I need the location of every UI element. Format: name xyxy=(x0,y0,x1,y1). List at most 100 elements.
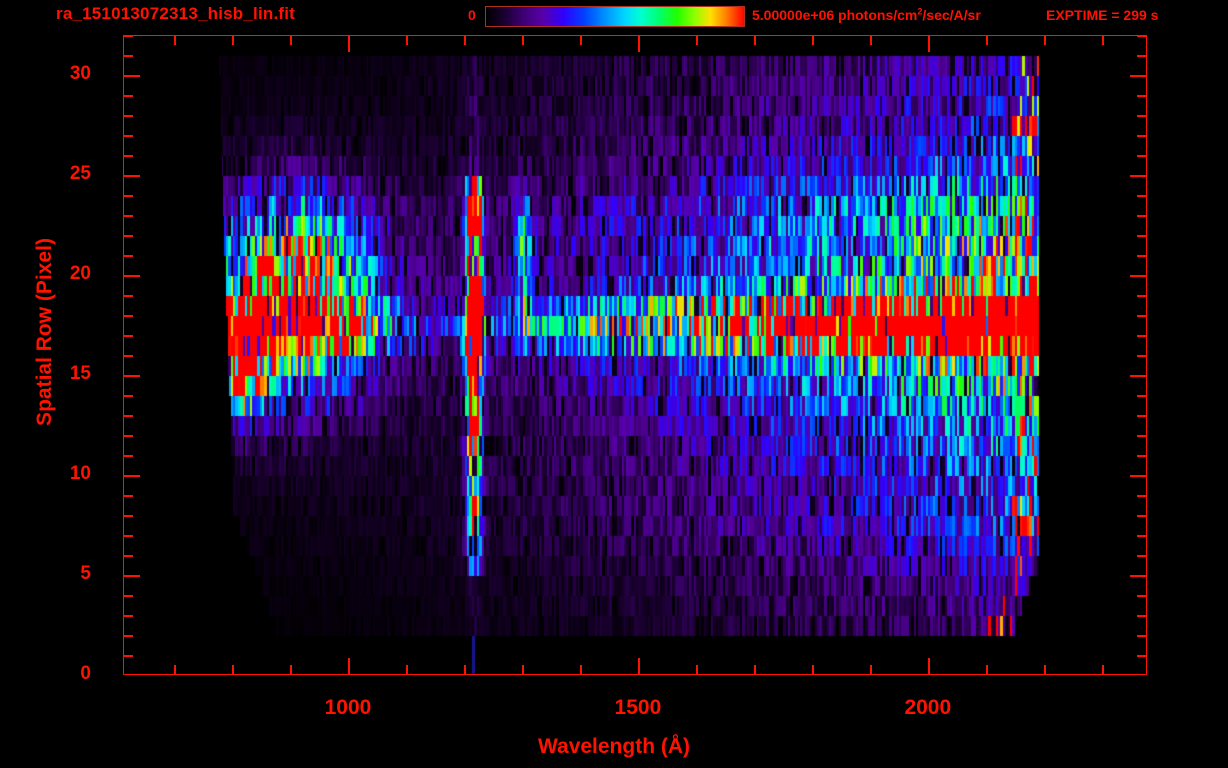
y-axis-tick xyxy=(124,595,133,597)
x-axis-tick xyxy=(174,36,177,45)
y-axis-tick xyxy=(124,575,140,577)
y-axis-tick xyxy=(1130,175,1146,177)
y-axis-tick xyxy=(124,235,133,237)
y-axis-tick xyxy=(1137,495,1146,497)
x-axis-tick xyxy=(695,36,698,45)
colorbar-max-label: 5.00000e+06 photons/cm2/sec/A/sr xyxy=(752,7,981,23)
file-title: ra_151013072313_hisb_lin.fit xyxy=(56,4,296,23)
y-axis-tick xyxy=(1137,295,1146,297)
plot-frame xyxy=(123,35,1147,675)
x-axis-tick xyxy=(811,36,814,45)
y-axis-tick xyxy=(1137,635,1146,637)
y-axis-tick xyxy=(124,515,133,517)
x-axis-tick xyxy=(232,665,234,674)
y-axis-tick xyxy=(1137,55,1146,57)
y-axis-tick xyxy=(124,275,140,277)
x-axis-tick xyxy=(232,36,234,45)
x-axis-title: Wavelength (Å) xyxy=(537,735,691,758)
y-axis-tick xyxy=(124,36,133,37)
x-axis-tick xyxy=(869,36,872,45)
x-axis-tick-label: 2000 xyxy=(904,696,952,719)
x-axis-tick xyxy=(927,36,930,52)
x-axis-tick xyxy=(463,665,466,674)
x-axis-tick xyxy=(347,658,350,674)
x-axis-tick xyxy=(289,665,292,674)
x-axis-tick xyxy=(521,665,524,674)
y-axis-tick xyxy=(124,635,133,637)
y-axis-tick xyxy=(124,195,133,197)
x-axis-tick xyxy=(174,665,177,674)
y-axis-tick xyxy=(124,495,133,497)
y-axis-tick xyxy=(124,615,133,617)
y-axis-tick xyxy=(1137,595,1146,597)
y-axis-tick-label: 25 xyxy=(69,163,91,184)
y-axis-tick xyxy=(124,655,133,657)
y-axis-tick xyxy=(1137,315,1146,317)
y-axis-tick xyxy=(1137,115,1146,117)
x-axis-tick xyxy=(985,665,988,674)
x-axis-tick xyxy=(521,36,524,45)
x-axis-tick xyxy=(289,36,292,45)
y-axis-tick xyxy=(124,215,133,217)
y-axis-tick xyxy=(1130,75,1146,77)
y-axis-tick xyxy=(124,55,133,57)
x-axis-tick xyxy=(1101,665,1104,674)
y-axis-tick-label: 0 xyxy=(80,663,91,684)
y-axis-tick xyxy=(1137,615,1146,617)
y-axis-tick xyxy=(1137,415,1146,417)
x-axis-tick xyxy=(1101,36,1104,45)
y-axis-tick-label: 15 xyxy=(69,363,91,384)
x-axis-tick xyxy=(637,36,640,52)
y-axis-tick xyxy=(1137,515,1146,517)
y-axis-tick xyxy=(124,115,133,117)
colorbar-units-pre: photons/cm xyxy=(834,7,918,23)
y-axis-tick xyxy=(1137,235,1146,237)
y-axis-tick xyxy=(1137,455,1146,457)
y-axis-tick xyxy=(1137,655,1146,657)
x-axis-tick xyxy=(1043,36,1046,45)
spectrogram-image xyxy=(124,36,1146,674)
y-axis-tick xyxy=(124,295,133,297)
x-axis-tick xyxy=(927,658,930,674)
x-axis-tick-label: 1000 xyxy=(324,696,372,719)
y-axis-tick xyxy=(124,475,140,477)
y-axis-tick xyxy=(124,375,140,377)
y-axis-tick xyxy=(1130,275,1146,277)
y-axis-tick xyxy=(1137,135,1146,137)
x-axis-tick xyxy=(579,665,582,674)
y-axis-tick xyxy=(124,395,133,397)
x-axis-tick xyxy=(753,665,756,674)
colorbar-units-post: /sec/A/sr xyxy=(922,7,981,23)
exptime-label: EXPTIME = 299 s xyxy=(1046,7,1159,23)
colorbar xyxy=(485,6,745,27)
x-axis-tick xyxy=(405,665,408,674)
y-axis-tick xyxy=(1130,375,1146,377)
x-axis-tick xyxy=(463,36,466,45)
x-axis-tick xyxy=(637,658,640,674)
y-axis-tick xyxy=(124,435,133,437)
x-axis-tick xyxy=(1043,665,1046,674)
y-axis-tick xyxy=(1130,575,1146,577)
x-axis-tick xyxy=(695,665,698,674)
y-axis-tick xyxy=(1137,535,1146,537)
y-axis-tick-label: 20 xyxy=(69,263,91,284)
colorbar-min-label: 0 xyxy=(468,7,476,23)
y-axis-tick xyxy=(124,315,133,317)
y-axis-tick xyxy=(1137,36,1146,37)
y-axis-tick xyxy=(1137,195,1146,197)
y-axis-tick xyxy=(124,335,133,337)
x-axis-tick xyxy=(985,36,988,45)
x-axis-tick xyxy=(579,36,582,45)
y-axis-tick-label: 5 xyxy=(80,563,91,584)
x-axis-tick xyxy=(811,665,814,674)
y-axis-tick xyxy=(124,535,133,537)
y-axis-tick xyxy=(124,255,133,257)
y-axis-tick xyxy=(1137,255,1146,257)
x-axis-tick xyxy=(405,36,408,45)
colorbar-units-exponent: 2 xyxy=(917,6,923,17)
y-axis-tick xyxy=(124,555,133,557)
colorbar-gradient xyxy=(486,7,744,26)
y-axis-tick xyxy=(124,415,133,417)
x-axis-tick xyxy=(869,665,872,674)
